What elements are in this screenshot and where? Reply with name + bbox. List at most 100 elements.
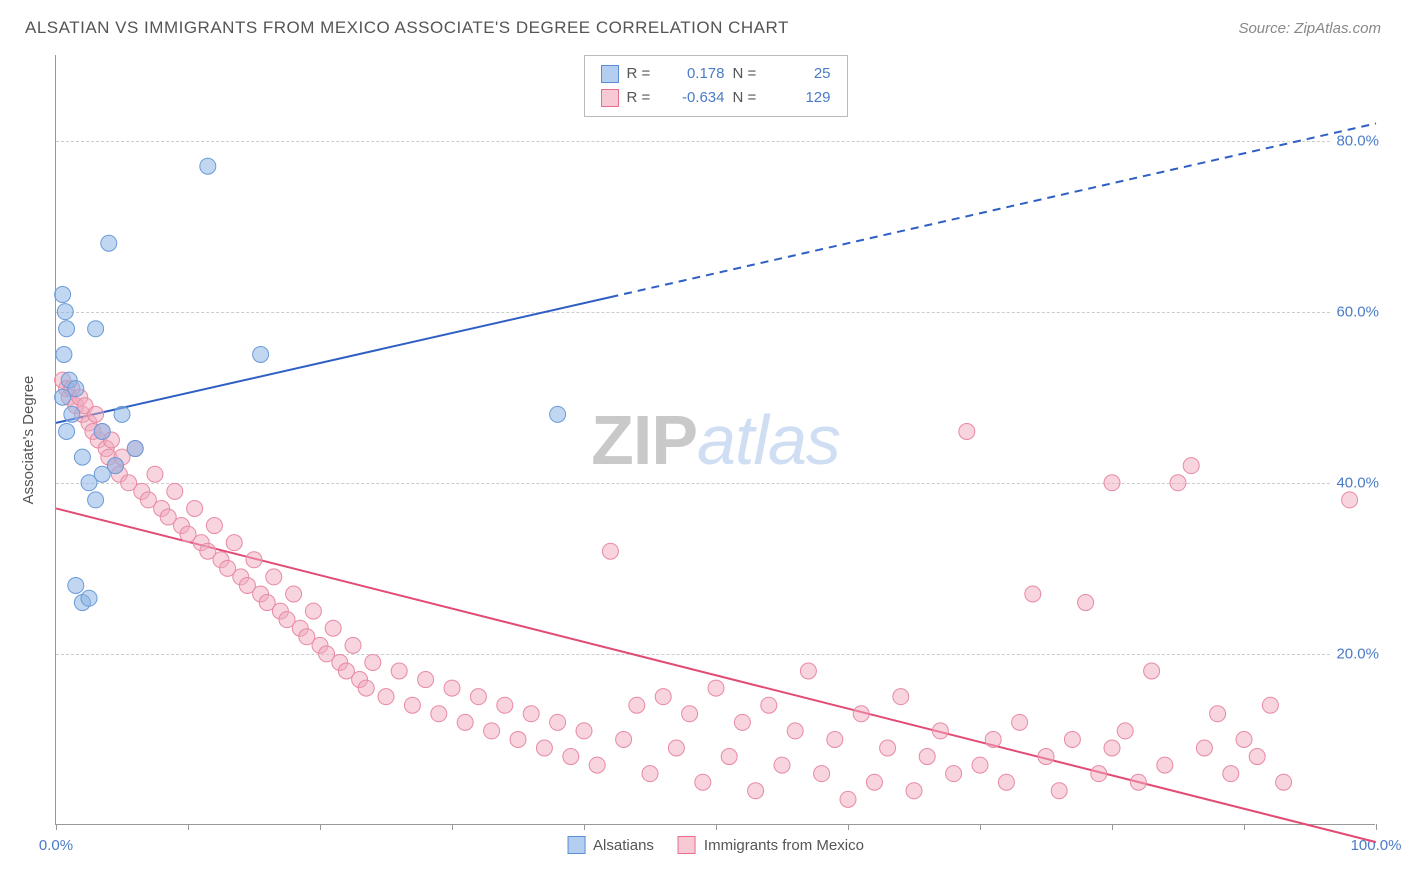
point-alsatians — [94, 423, 110, 439]
point-alsatians — [68, 381, 84, 397]
point-mexico — [457, 714, 473, 730]
point-mexico — [840, 791, 856, 807]
point-mexico — [576, 723, 592, 739]
point-mexico — [827, 731, 843, 747]
legend-r-label: R = — [627, 62, 657, 86]
point-mexico — [682, 706, 698, 722]
x-tick-mark — [848, 824, 849, 830]
point-mexico — [787, 723, 803, 739]
point-mexico — [470, 689, 486, 705]
point-alsatians — [64, 406, 80, 422]
x-tick-mark — [320, 824, 321, 830]
x-tick-mark — [980, 824, 981, 830]
x-tick-mark — [1376, 824, 1377, 830]
x-tick-mark — [584, 824, 585, 830]
legend-stats-row: R =-0.634N =129 — [601, 86, 831, 110]
point-mexico — [1117, 723, 1133, 739]
point-mexico — [1157, 757, 1173, 773]
point-alsatians — [59, 321, 75, 337]
point-mexico — [418, 672, 434, 688]
legend-r-value: 0.178 — [665, 62, 725, 86]
point-mexico — [708, 680, 724, 696]
point-alsatians — [127, 441, 143, 457]
point-mexico — [734, 714, 750, 730]
point-mexico — [1170, 475, 1186, 491]
point-mexico — [1051, 783, 1067, 799]
point-mexico — [345, 637, 361, 653]
point-mexico — [404, 697, 420, 713]
point-mexico — [484, 723, 500, 739]
point-mexico — [187, 500, 203, 516]
point-alsatians — [200, 158, 216, 174]
chart-title: ALSATIAN VS IMMIGRANTS FROM MEXICO ASSOC… — [25, 18, 789, 38]
point-alsatians — [57, 304, 73, 320]
x-tick-mark — [1112, 824, 1113, 830]
point-alsatians — [101, 235, 117, 251]
point-mexico — [919, 749, 935, 765]
point-alsatians — [55, 287, 71, 303]
legend-n-value: 25 — [771, 62, 831, 86]
point-mexico — [972, 757, 988, 773]
point-mexico — [365, 654, 381, 670]
point-alsatians — [88, 321, 104, 337]
point-mexico — [893, 689, 909, 705]
y-axis-label: Associate's Degree — [20, 376, 37, 505]
trendline-alsatians-dashed — [610, 123, 1376, 297]
point-mexico — [206, 518, 222, 534]
point-mexico — [391, 663, 407, 679]
point-mexico — [1012, 714, 1028, 730]
point-mexico — [1144, 663, 1160, 679]
point-mexico — [814, 766, 830, 782]
legend-n-value: 129 — [771, 86, 831, 110]
point-alsatians — [74, 449, 90, 465]
point-mexico — [1249, 749, 1265, 765]
point-mexico — [497, 697, 513, 713]
point-mexico — [932, 723, 948, 739]
x-tick-label: 100.0% — [1351, 837, 1402, 854]
point-mexico — [1210, 706, 1226, 722]
point-mexico — [1104, 740, 1120, 756]
legend-swatch — [601, 65, 619, 83]
chart-plot-area: ZIPatlas R =0.178N =25R =-0.634N =129 Al… — [55, 55, 1375, 825]
point-alsatians — [88, 492, 104, 508]
x-tick-mark — [716, 824, 717, 830]
point-mexico — [1196, 740, 1212, 756]
point-mexico — [748, 783, 764, 799]
point-mexico — [655, 689, 671, 705]
x-tick-label: 0.0% — [39, 837, 73, 854]
point-mexico — [998, 774, 1014, 790]
point-mexico — [616, 731, 632, 747]
point-mexico — [378, 689, 394, 705]
point-mexico — [1342, 492, 1358, 508]
point-mexico — [286, 586, 302, 602]
legend-series: Alsatians Immigrants from Mexico — [567, 836, 864, 854]
point-mexico — [325, 620, 341, 636]
point-mexico — [1183, 458, 1199, 474]
point-mexico — [523, 706, 539, 722]
point-mexico — [536, 740, 552, 756]
point-mexico — [1038, 749, 1054, 765]
legend-swatch — [678, 836, 696, 854]
legend-stats: R =0.178N =25R =-0.634N =129 — [584, 55, 848, 117]
point-alsatians — [94, 466, 110, 482]
legend-series-item: Immigrants from Mexico — [678, 836, 864, 854]
trendline-alsatians-solid — [56, 297, 610, 423]
point-mexico — [1276, 774, 1292, 790]
point-mexico — [246, 552, 262, 568]
point-mexico — [695, 774, 711, 790]
point-mexico — [1078, 595, 1094, 611]
legend-swatch — [601, 89, 619, 107]
point-mexico — [1091, 766, 1107, 782]
point-mexico — [642, 766, 658, 782]
point-alsatians — [56, 346, 72, 362]
point-mexico — [563, 749, 579, 765]
point-mexico — [1104, 475, 1120, 491]
legend-series-label: Alsatians — [593, 837, 654, 854]
point-mexico — [602, 543, 618, 559]
point-mexico — [1236, 731, 1252, 747]
point-alsatians — [114, 406, 130, 422]
point-mexico — [959, 423, 975, 439]
point-mexico — [668, 740, 684, 756]
point-alsatians — [68, 577, 84, 593]
point-mexico — [853, 706, 869, 722]
